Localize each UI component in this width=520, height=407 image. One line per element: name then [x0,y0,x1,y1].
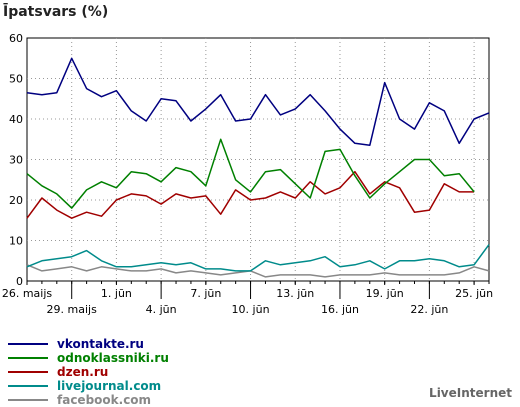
legend-swatch [8,357,48,359]
legend-item: odnoklassniki.ru [8,351,169,365]
y-tick-label: 20 [9,194,23,207]
legend-item: vkontakte.ru [8,337,169,351]
brand-label: LiveInternet [429,386,512,400]
series-line-vkontakte-ru [26,57,490,147]
x-tick-label: 13. jūn [276,287,314,300]
x-tick-label: 22. jūn [410,303,448,316]
x-tick-label: 29. maijs [47,303,98,316]
series-line-dzen-ru [26,170,475,219]
legend-label: dzen.ru [57,365,109,379]
legend-swatch [8,371,48,373]
x-tick-label: 10. jūn [232,303,270,316]
series-line-odnoklassniki-ru [26,138,475,209]
legend-label: odnoklassniki.ru [57,351,169,365]
y-tick-label: 50 [9,73,23,86]
legend-label: livejournal.com [57,379,162,393]
legend-swatch [8,385,48,387]
y-tick-label: 40 [9,113,23,126]
chart-title: Īpatsvars (%) [3,4,109,20]
legend-item: dzen.ru [8,365,169,379]
x-tick-label: 26. maijs [2,287,53,300]
series-line-facebook-com [26,264,490,278]
x-tick-label: 1. jūn [101,287,132,300]
y-tick-label: 0 [16,275,23,288]
y-tick-label: 30 [9,154,23,167]
legend-item: facebook.com [8,393,169,407]
x-tick-label: 25. jūn [455,287,493,300]
legend: vkontakte.ru odnoklassniki.ru dzen.ru livej… [8,337,169,407]
x-tick-label: 16. jūn [321,303,359,316]
legend-swatch [8,399,48,401]
x-tick-label: 7. jūn [190,287,221,300]
y-tick-label: 10 [9,235,23,248]
y-tick-label: 60 [9,32,23,45]
legend-swatch [8,343,48,345]
legend-item: livejournal.com [8,379,169,393]
series-line-livejournal-com [26,244,490,272]
legend-label: facebook.com [57,393,152,407]
x-tick-label: 19. jūn [366,287,404,300]
legend-label: vkontakte.ru [57,337,144,351]
x-tick-label: 4. jūn [146,303,177,316]
